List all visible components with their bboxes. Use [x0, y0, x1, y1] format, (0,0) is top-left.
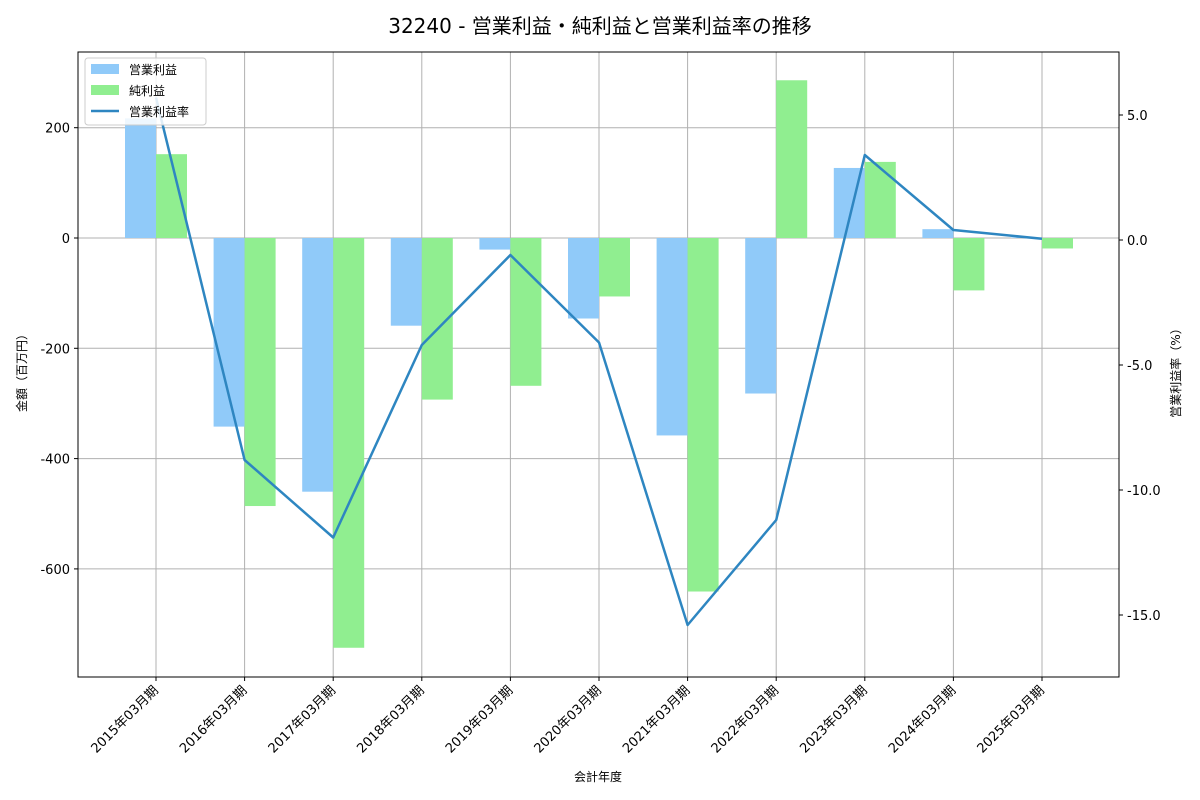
op-profit-bar — [656, 238, 688, 436]
y2-tick-label: 5.0 — [1127, 109, 1148, 124]
x-tick-label: 2020年03月期 — [532, 683, 605, 756]
x-axis-label: 会計年度 — [574, 769, 622, 784]
legend-swatch-op-profit — [91, 64, 119, 74]
left-y-axis: -600 -400 -200 0 200 — [40, 122, 78, 578]
net-profit-bar — [687, 238, 719, 592]
x-tick-label: 2021年03月期 — [620, 683, 693, 756]
y-tick-label: 200 — [45, 122, 70, 137]
y2-tick-label: -15.0 — [1127, 609, 1161, 624]
y-tick-label: -400 — [40, 453, 70, 468]
right-y-axis: -15.0 -10.0 -5.0 0.0 5.0 — [1119, 109, 1161, 624]
y2-tick-label: -5.0 — [1127, 359, 1152, 374]
legend-label-net-profit: 純利益 — [129, 84, 165, 98]
op-profit-bar — [745, 238, 777, 394]
net-profit-bar — [953, 238, 985, 291]
margin-line — [154, 97, 1043, 627]
y-axis-label: 金額（百万円） — [14, 328, 29, 412]
bars — [125, 80, 1073, 648]
y-tick-label: -200 — [40, 342, 70, 357]
x-axis: 2015年03月期 2016年03月期 2017年03月期 2018年03月期 2019… — [89, 677, 1048, 757]
net-profit-bar — [244, 238, 276, 507]
net-profit-bar — [776, 80, 808, 239]
x-tick-label: 2019年03月期 — [443, 683, 516, 756]
op-profit-bar — [302, 238, 334, 492]
x-tick-label: 2024年03月期 — [886, 683, 959, 756]
op-profit-bar — [568, 238, 599, 319]
net-profit-bar — [599, 238, 630, 297]
op-profit-bar — [479, 238, 511, 250]
x-tick-label: 2023年03月期 — [797, 683, 870, 756]
legend: 営業利益 純利益 営業利益率 — [84, 57, 207, 126]
x-tick-label: 2025年03月期 — [975, 683, 1048, 756]
y-tick-label: -600 — [40, 563, 70, 578]
op-profit-bar — [922, 229, 954, 238]
net-profit-bar — [156, 154, 187, 238]
net-profit-bar — [510, 238, 542, 386]
chart-title: 32240 - 営業利益・純利益と営業利益率の推移 — [388, 14, 812, 38]
op-profit-bar — [390, 238, 422, 326]
x-tick-label: 2016年03月期 — [177, 683, 250, 756]
legend-label-op-profit: 営業利益 — [129, 63, 177, 77]
net-profit-bar — [864, 161, 896, 238]
net-profit-bar — [333, 238, 365, 648]
op-profit-bar — [125, 118, 156, 238]
y-tick-label: 0 — [62, 232, 70, 247]
y2-axis-label: 営業利益率（%） — [1168, 322, 1183, 417]
net-profit-bar — [1042, 238, 1073, 249]
x-tick-label: 2015年03月期 — [89, 683, 162, 756]
legend-swatch-net-profit — [91, 85, 119, 95]
x-tick-label: 2017年03月期 — [266, 683, 339, 756]
x-tick-label: 2022年03月期 — [709, 683, 782, 756]
legend-label-margin: 営業利益率 — [129, 104, 189, 119]
x-tick-label: 2018年03月期 — [354, 683, 427, 756]
y2-tick-label: -10.0 — [1127, 484, 1161, 499]
y2-tick-label: 0.0 — [1127, 234, 1148, 249]
